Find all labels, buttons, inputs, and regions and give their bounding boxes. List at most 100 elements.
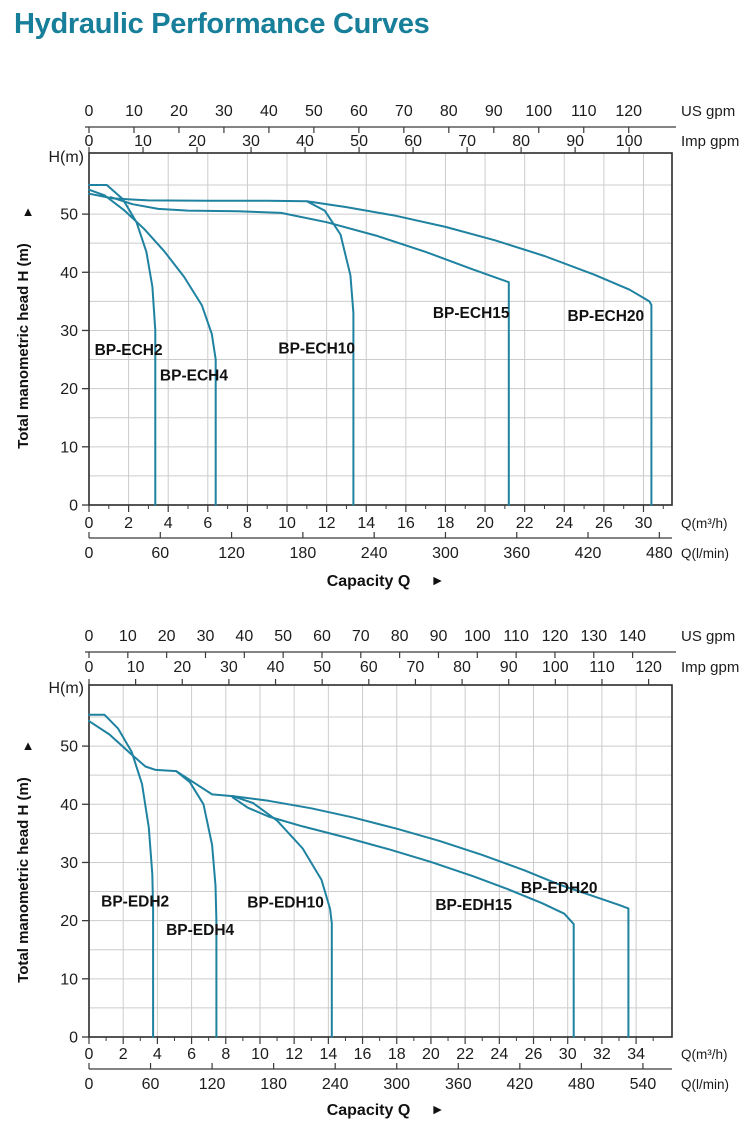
lmin-tick-label: 420 <box>575 545 602 562</box>
us-gpm-tick-label: 20 <box>170 103 188 120</box>
m3h-tick-label: 34 <box>627 1046 645 1063</box>
curve-BP-ECH2 <box>88 184 157 506</box>
us-gpm-tick-label: 0 <box>85 628 94 645</box>
lmin-tick-label: 360 <box>503 545 530 562</box>
us-gpm-unit-label: US gpm <box>681 628 735 645</box>
curve-label-BP-EDH15: BP-EDH15 <box>435 897 512 914</box>
imp-gpm-tick-label: 0 <box>85 133 94 150</box>
imp-gpm-tick-label: 60 <box>404 133 422 150</box>
curve-BP-ECH20 <box>305 200 653 506</box>
plot-border <box>88 152 673 506</box>
imp-gpm-tick-label: 90 <box>566 133 584 150</box>
m3h-tick-label: 4 <box>153 1046 162 1063</box>
us-gpm-tick-label: 0 <box>85 103 94 120</box>
y-tick-label: 30 <box>60 323 78 340</box>
head-unit-label: H(m) <box>48 149 84 166</box>
imp-gpm-tick-label: 50 <box>313 659 331 676</box>
us-gpm-tick-label: 60 <box>350 103 368 120</box>
y-axis-up-arrow-icon: ▲ <box>22 738 35 753</box>
y-tick-label: 20 <box>60 913 78 930</box>
us-gpm-tick-label: 50 <box>274 628 292 645</box>
imp-gpm-tick-label: 100 <box>542 659 569 676</box>
m3h-tick-label: 14 <box>319 1046 337 1063</box>
curve-BP-ECH4 <box>88 188 217 506</box>
y-axis-title: Total manometric head H (m) <box>15 243 32 449</box>
m3h-tick-label: 20 <box>476 515 494 532</box>
y-tick-label: 0 <box>69 1030 78 1047</box>
lmin-tick-label: 300 <box>432 545 459 562</box>
imp-gpm-unit-label: Imp gpm <box>681 659 739 676</box>
y-tick-label: 0 <box>69 498 78 515</box>
imp-gpm-tick-label: 70 <box>407 659 425 676</box>
y-tick-label: 20 <box>60 381 78 398</box>
us-gpm-tick-label: 70 <box>352 628 370 645</box>
imp-gpm-tick-label: 50 <box>350 133 368 150</box>
m3h-tick-label: 32 <box>593 1046 611 1063</box>
us-gpm-tick-label: 30 <box>197 628 215 645</box>
chart-BP-EDH: 0 10 20 30 40 50 60 70 80 90 100 110 120 130 140 US gpm… <box>15 628 739 1119</box>
imp-gpm-tick-label: 20 <box>188 133 206 150</box>
m3h-tick-label: 22 <box>516 515 534 532</box>
m3h-tick-label: 18 <box>437 515 455 532</box>
us-gpm-tick-label: 30 <box>215 103 233 120</box>
us-gpm-tick-label: 80 <box>440 103 458 120</box>
curve-label-BP-EDH4: BP-EDH4 <box>166 922 234 939</box>
us-gpm-tick-label: 50 <box>305 103 323 120</box>
m3h-tick-label: 4 <box>164 515 173 532</box>
lmin-tick-label: 240 <box>361 545 388 562</box>
m3h-tick-label: 6 <box>187 1046 196 1063</box>
y-tick-label: 40 <box>60 797 78 814</box>
us-gpm-tick-label: 10 <box>119 628 137 645</box>
y-axis-title: Total manometric head H (m) <box>15 777 32 983</box>
m3h-tick-label: 26 <box>595 515 613 532</box>
curve-label-BP-ECH4: BP-ECH4 <box>160 367 228 384</box>
head-unit-label: H(m) <box>48 680 84 697</box>
imp-gpm-tick-label: 110 <box>589 659 615 676</box>
us-gpm-tick-label: 120 <box>542 628 569 645</box>
imp-gpm-tick-label: 20 <box>173 659 191 676</box>
lmin-tick-label: 240 <box>322 1076 349 1093</box>
m3h-tick-label: 12 <box>285 1046 303 1063</box>
curve-label-BP-ECH15: BP-ECH15 <box>433 305 510 322</box>
us-gpm-tick-label: 120 <box>615 103 642 120</box>
us-gpm-tick-label: 40 <box>260 103 278 120</box>
curve-label-BP-ECH10: BP-ECH10 <box>278 340 355 357</box>
m3h-tick-label: 12 <box>318 515 336 532</box>
page-title: Hydraulic Performance Curves <box>14 8 430 40</box>
m3h-tick-label: 6 <box>203 515 212 532</box>
m3h-tick-label: 10 <box>251 1046 269 1063</box>
lmin-tick-label: 0 <box>85 545 94 562</box>
m3h-tick-label: 16 <box>354 1046 372 1063</box>
lmin-tick-label: 120 <box>218 545 245 562</box>
m3h-tick-label: 20 <box>422 1046 440 1063</box>
lmin-tick-label: 360 <box>445 1076 472 1093</box>
imp-gpm-tick-label: 120 <box>635 659 662 676</box>
lmin-tick-label: 480 <box>568 1076 595 1093</box>
m3h-tick-label: 8 <box>243 515 252 532</box>
imp-gpm-tick-label: 80 <box>453 659 471 676</box>
imp-gpm-tick-label: 70 <box>458 133 476 150</box>
m3h-tick-label: 10 <box>278 515 296 532</box>
curve-BP-EDH10 <box>175 770 333 1038</box>
curve-label-BP-ECH20: BP-ECH20 <box>568 308 645 325</box>
curve-label-BP-EDH10: BP-EDH10 <box>247 895 324 912</box>
imp-gpm-tick-label: 30 <box>242 133 260 150</box>
y-tick-label: 10 <box>60 971 78 988</box>
m3h-tick-label: 0 <box>85 515 94 532</box>
imp-gpm-tick-label: 80 <box>512 133 530 150</box>
m3h-unit-label: Q(m³/h) <box>681 516 728 531</box>
us-gpm-tick-label: 140 <box>619 628 646 645</box>
curve-BP-EDH15 <box>231 796 575 1038</box>
lmin-tick-label: 480 <box>646 545 673 562</box>
y-tick-label: 10 <box>60 439 78 456</box>
curve-BP-ECH15 <box>109 196 510 506</box>
capacity-label: Capacity Q <box>327 1102 411 1119</box>
us-gpm-unit-label: US gpm <box>681 103 735 120</box>
imp-gpm-tick-label: 100 <box>616 133 643 150</box>
imp-gpm-tick-label: 0 <box>85 659 94 676</box>
us-gpm-tick-label: 70 <box>395 103 413 120</box>
imp-gpm-unit-label: Imp gpm <box>681 133 739 150</box>
us-gpm-tick-label: 40 <box>235 628 253 645</box>
